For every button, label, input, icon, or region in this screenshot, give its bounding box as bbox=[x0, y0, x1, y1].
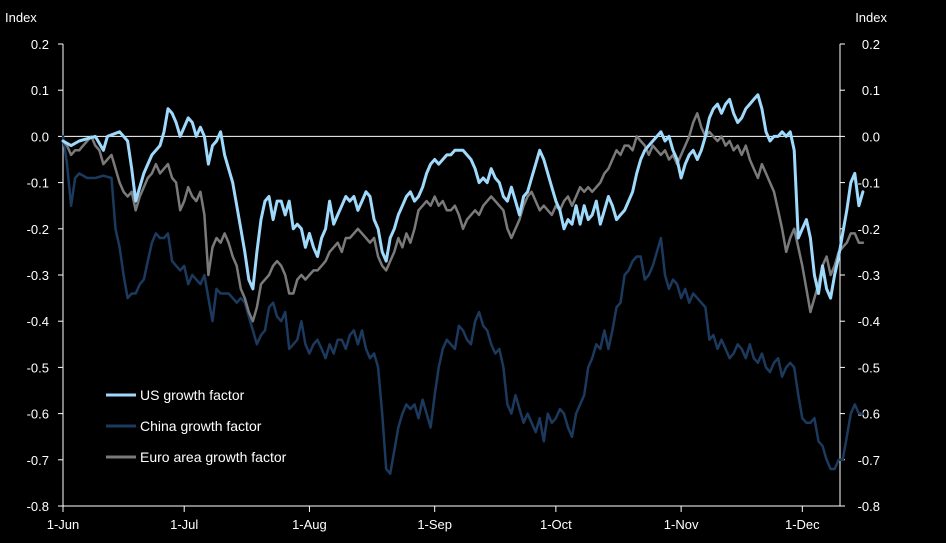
y-tick-label-right: 0.0 bbox=[862, 129, 880, 144]
series-line-1 bbox=[61, 135, 865, 475]
x-tick-label: 1-Aug bbox=[292, 517, 327, 532]
legend-label: US growth factor bbox=[140, 387, 245, 403]
y-tick-label-left: -0.2 bbox=[27, 222, 49, 237]
y-tick-label-left: 0.1 bbox=[31, 83, 49, 98]
y-tick-label-right: -0.5 bbox=[858, 360, 880, 375]
x-tick-label: 1-Oct bbox=[540, 517, 572, 532]
y-tick-label-right: -0.2 bbox=[858, 222, 880, 237]
y-tick-label-left: -0.8 bbox=[27, 499, 49, 514]
y-tick-label-right: -0.3 bbox=[858, 268, 880, 283]
x-tick-label: 1-Nov bbox=[664, 517, 699, 532]
y-tick-label-right: -0.8 bbox=[858, 499, 880, 514]
left-axis-title: Index bbox=[5, 10, 37, 25]
right-axis-title: Index bbox=[855, 10, 887, 25]
y-tick-label-left: 0.0 bbox=[31, 129, 49, 144]
series-line-2 bbox=[61, 112, 865, 323]
y-tick-label-right: -0.7 bbox=[858, 453, 880, 468]
y-tick-label-right: 0.2 bbox=[862, 37, 880, 52]
y-tick-label-right: -0.6 bbox=[858, 407, 880, 422]
y-tick-label-right: -0.1 bbox=[858, 176, 880, 191]
y-tick-label-right: -0.4 bbox=[858, 314, 880, 329]
series-lines bbox=[61, 93, 865, 475]
y-tick-label-left: -0.5 bbox=[27, 360, 49, 375]
y-tick-label-left: -0.3 bbox=[27, 268, 49, 283]
y-tick-label-left: -0.4 bbox=[27, 314, 49, 329]
x-tick-label: 1-Jun bbox=[47, 517, 80, 532]
axes: 0.2 0.2 0.1 0.1 0.0 0.0 -0.1 -0.1 -0.2 -0.2 -0.3 -0… bbox=[27, 37, 880, 532]
y-tick-label-right: 0.1 bbox=[862, 83, 880, 98]
legend: US growth factor China growth factor Euro … bbox=[106, 387, 287, 465]
legend-label: Euro area growth factor bbox=[140, 449, 287, 465]
series-line-0 bbox=[61, 93, 865, 300]
y-tick-label-left: -0.7 bbox=[27, 453, 49, 468]
x-tick-label: 1-Sep bbox=[417, 517, 452, 532]
legend-label: China growth factor bbox=[140, 418, 262, 434]
x-tick-label: 1-Dec bbox=[785, 517, 820, 532]
x-tick-label: 1-Jul bbox=[170, 517, 198, 532]
y-tick-label-left: 0.2 bbox=[31, 37, 49, 52]
y-tick-label-left: -0.6 bbox=[27, 407, 49, 422]
y-tick-label-left: -0.1 bbox=[27, 176, 49, 191]
